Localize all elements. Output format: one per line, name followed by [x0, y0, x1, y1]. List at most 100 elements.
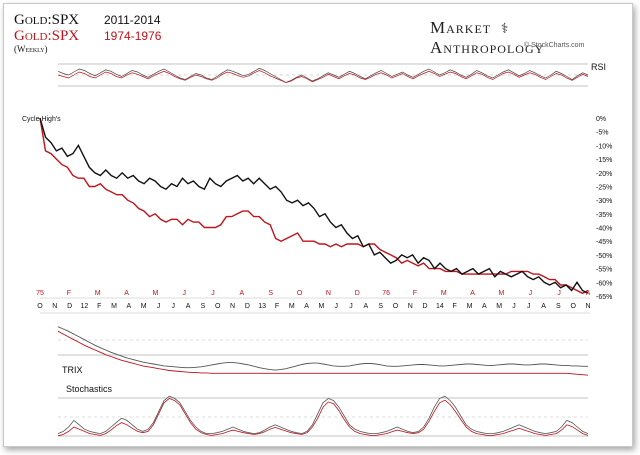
x-tick-label-black: O [215, 303, 221, 310]
x-tick-label-black: O [37, 303, 43, 310]
trix-panel: TRIX [57, 326, 589, 376]
y-tick-label: -15% [596, 157, 612, 164]
x-tick-label-red: N [326, 290, 331, 297]
stochastics-label: Stochastics [66, 384, 113, 394]
x-tick-label-black: D [423, 303, 428, 310]
dna-icon: ⚕ [496, 22, 514, 37]
x-tick-label-black: M [141, 303, 147, 310]
x-tick-label-black: S [378, 303, 383, 310]
x-tick-label-black: 12 [81, 303, 89, 310]
x-tick-label-black: A [304, 303, 309, 310]
x-axis-red: 75 F M A M J J A S O N D 76 F M A M J J A [36, 290, 591, 297]
y-tick-label: -10% [596, 143, 612, 150]
x-tick-label-black: M [496, 303, 502, 310]
x-tick-label-black: 13 [258, 303, 266, 310]
y-tick-label: -45% [596, 239, 612, 246]
brand-left: Market [430, 18, 492, 37]
black-series-line [39, 117, 589, 294]
y-tick-label: -30% [596, 198, 612, 205]
y-tick-label: -35% [596, 212, 612, 219]
x-tick-label-black: J [527, 303, 531, 310]
x-tick-label-red: S [268, 290, 273, 297]
brand-right: Anthropology [430, 38, 545, 57]
rsi-black-line [57, 67, 589, 83]
frequency-label: (Weekly) [14, 44, 48, 54]
source-credit: © StockCharts.com [524, 42, 585, 49]
x-tick-label-black: N [230, 303, 235, 310]
x-tick-label-red: M [95, 290, 101, 297]
x-tick-label-black: O [570, 303, 576, 310]
x-tick-label-red: M [152, 290, 158, 297]
x-tick-label-black: A [186, 303, 191, 310]
stochastics-panel: Stochastics [57, 384, 589, 437]
x-tick-label-black: J [157, 303, 161, 310]
title-black: Gold:SPX [14, 12, 80, 28]
brand-logo: Market ⚕ Anthropology [430, 18, 632, 58]
x-tick-label-black: 14 [436, 303, 444, 310]
x-tick-label-black: F [453, 303, 457, 310]
x-tick-label-black: N [585, 303, 590, 310]
cycle-annotation: Cycle High's [22, 116, 61, 123]
x-tick-label-black: S [556, 303, 561, 310]
x-tick-label-red: D [355, 290, 360, 297]
x-tick-label-black: J [349, 303, 353, 310]
red-series-line [39, 117, 589, 295]
x-tick-label-red: A [240, 290, 245, 297]
y-tick-label: -40% [596, 226, 612, 233]
trix-label: TRIX [62, 365, 83, 375]
rsi-label: RSI [591, 62, 606, 72]
x-tick-label-black: J [512, 303, 516, 310]
x-tick-label-black: J [172, 303, 176, 310]
x-tick-label-black: A [364, 303, 369, 310]
range-black: 2011-2014 [104, 13, 161, 27]
x-tick-label-red: A [124, 290, 129, 297]
x-tick-label-red: O [297, 290, 303, 297]
y-tick-label: -20% [596, 171, 612, 178]
rsi-red-line [57, 70, 589, 83]
x-axis-black: O N D 12 F M A M J J A S O N D 13 F M A M J J A S O N D 14 F M A M J J A S O… [37, 303, 590, 310]
x-tick-label-black: A [127, 303, 132, 310]
x-tick-label-red: J [557, 290, 561, 297]
x-tick-label-black: S [201, 303, 206, 310]
y-tick-label: -50% [596, 253, 612, 260]
x-tick-label-black: M [111, 303, 117, 310]
stoch-red-line [57, 397, 589, 437]
x-tick-label-red: J [211, 290, 215, 297]
x-tick-label-red: J [529, 290, 533, 297]
range-red: 1974-1976 [104, 29, 162, 43]
x-tick-label-black: J [334, 303, 338, 310]
y-tick-label: 0% [596, 116, 606, 123]
y-tick-label: -65% [596, 294, 612, 301]
x-tick-label-red: F [67, 290, 71, 297]
x-tick-label-red: 76 [382, 290, 390, 297]
x-tick-label-black: D [245, 303, 250, 310]
x-tick-label-red: J [182, 290, 186, 297]
x-tick-label-black: A [541, 303, 546, 310]
x-tick-label-black: N [52, 303, 57, 310]
x-tick-label-black: A [482, 303, 487, 310]
title-red: Gold:SPX [14, 28, 80, 44]
x-tick-label-black: D [67, 303, 72, 310]
x-tick-label-black: M [467, 303, 473, 310]
stoch-black-line [57, 395, 589, 435]
trix-black-line [57, 326, 588, 371]
rsi-panel: RSI [57, 62, 606, 87]
x-tick-label-black: M [289, 303, 295, 310]
trix-red-line [57, 330, 589, 376]
y-axis: 0% -5% -10% -15% -20% -25% -30% -35% -40% -45% -50… [596, 116, 612, 301]
x-tick-label-black: F [275, 303, 279, 310]
y-tick-label: -5% [596, 130, 608, 137]
x-tick-label-red: F [413, 290, 417, 297]
x-tick-label-black: M [318, 303, 324, 310]
y-tick-label: -25% [596, 184, 612, 191]
x-tick-label-red: M [441, 290, 447, 297]
y-tick-label: -60% [596, 280, 612, 287]
x-tick-label-red: A [586, 290, 591, 297]
x-tick-label-black: F [97, 303, 101, 310]
x-tick-label-black: O [393, 303, 399, 310]
y-tick-label: -55% [596, 267, 612, 274]
x-tick-label-red: A [470, 290, 475, 297]
x-tick-label-black: N [408, 303, 413, 310]
x-tick-label-red: 75 [36, 290, 44, 297]
